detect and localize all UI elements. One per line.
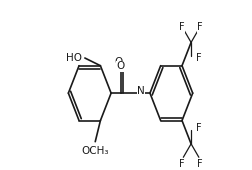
- Text: F: F: [196, 53, 202, 63]
- Text: O: O: [114, 57, 122, 67]
- Text: F: F: [197, 159, 203, 169]
- Text: N: N: [137, 86, 145, 96]
- Text: F: F: [179, 22, 185, 32]
- Text: F: F: [197, 22, 203, 32]
- Text: HO: HO: [66, 53, 82, 63]
- Text: O: O: [117, 61, 125, 71]
- Text: OCH₃: OCH₃: [81, 146, 109, 156]
- Text: F: F: [179, 159, 185, 169]
- Text: F: F: [196, 123, 202, 133]
